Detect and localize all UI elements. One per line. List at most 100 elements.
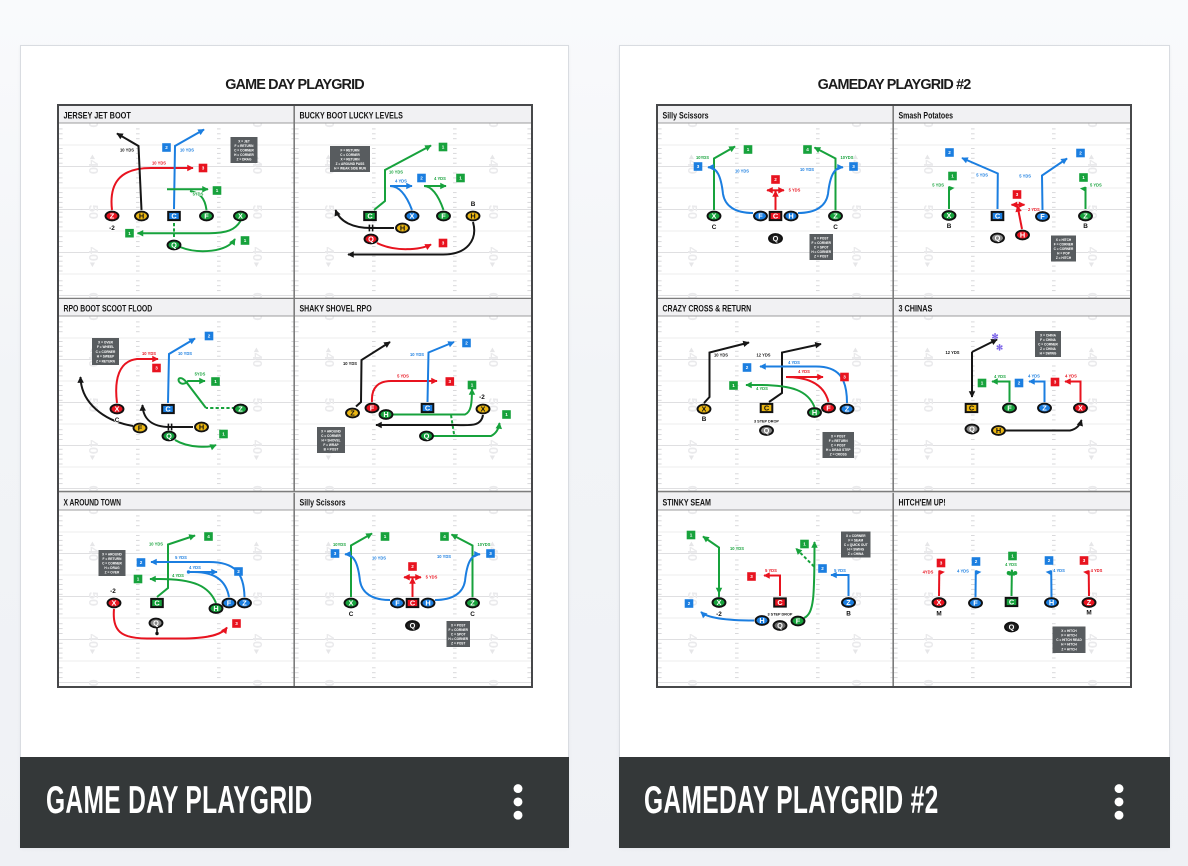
svg-text:Z: Z <box>844 405 849 414</box>
svg-text:1: 1 <box>951 174 954 179</box>
svg-text:2: 2 <box>745 366 748 371</box>
svg-text:F: F <box>227 598 232 607</box>
svg-text:4: 4 <box>207 534 210 539</box>
svg-text:F = CHINA: F = CHINA <box>1040 338 1056 342</box>
svg-text:3: 3 <box>155 366 158 371</box>
svg-text:X = CHINA: X = CHINA <box>1040 334 1057 338</box>
svg-text:Z = DRAG: Z = DRAG <box>237 157 252 161</box>
svg-text:4 YDS: 4 YDS <box>172 573 184 578</box>
svg-text:Q: Q <box>994 234 1000 243</box>
svg-text:10 YDS: 10 YDS <box>410 352 424 357</box>
svg-text:X = CORNER: X = CORNER <box>845 534 865 538</box>
svg-text:5 YDS: 5 YDS <box>175 555 187 560</box>
svg-text:3 STEP DROP: 3 STEP DROP <box>767 612 792 616</box>
svg-text:10 YDS: 10 YDS <box>800 167 814 172</box>
svg-text:X AROUND TOWN: X AROUND TOWN <box>64 497 122 508</box>
svg-text:2: 2 <box>774 177 777 182</box>
svg-text:Z: Z <box>846 598 851 607</box>
svg-text:Z = POST: Z = POST <box>451 641 465 645</box>
svg-text:10 YDS: 10 YDS <box>142 351 156 356</box>
svg-text:2: 2 <box>237 569 240 574</box>
svg-text:F = CORNER: F = CORNER <box>811 241 831 245</box>
svg-text:H = DRAG STEP: H = DRAG STEP <box>825 448 850 452</box>
svg-text:4 YDS: 4 YDS <box>395 178 407 183</box>
svg-text:✻: ✻ <box>991 332 998 342</box>
svg-text:H = HITCH: H = HITCH <box>1061 642 1077 646</box>
svg-text:X = HITCH: X = HITCH <box>1061 629 1077 633</box>
svg-text:2: 2 <box>1017 381 1020 386</box>
svg-text:4 YDS: 4 YDS <box>434 176 446 181</box>
svg-text:C: C <box>772 212 778 221</box>
svg-text:-2: -2 <box>479 394 485 401</box>
svg-text:4 YDS: 4 YDS <box>189 564 201 569</box>
svg-text:4YDS: 4YDS <box>922 569 933 574</box>
svg-text:C: C <box>425 404 431 413</box>
svg-text:C = CORNER: C = CORNER <box>102 561 122 565</box>
svg-text:3 CHINAS: 3 CHINAS <box>898 304 932 315</box>
svg-text:10 YDS: 10 YDS <box>343 361 357 366</box>
svg-text:H: H <box>199 423 204 432</box>
svg-text:X = POST: X = POST <box>814 236 828 240</box>
svg-text:Silly Scissors: Silly Scissors <box>662 110 708 121</box>
svg-text:H: H <box>759 616 764 625</box>
svg-text:H: H <box>470 212 475 221</box>
svg-text:3 STEP DROP: 3 STEP DROP <box>754 420 779 424</box>
svg-text:H: H <box>213 604 218 613</box>
svg-text:C = POST: C = POST <box>830 444 845 448</box>
svg-text:H = WEAK SIDE RUN: H = WEAK SIDE RUN <box>334 166 366 170</box>
svg-text:Q: Q <box>171 241 177 250</box>
svg-text:2: 2 <box>411 564 414 569</box>
svg-text:F: F <box>204 212 209 221</box>
svg-text:Z: Z <box>470 598 475 607</box>
svg-text:F: F <box>1040 212 1045 221</box>
svg-text:10 YDS: 10 YDS <box>389 169 403 174</box>
svg-text:4 YDS: 4 YDS <box>1005 562 1017 567</box>
svg-text:2: 2 <box>465 341 468 346</box>
svg-text:F: F <box>758 212 763 221</box>
svg-text:B: B <box>946 223 951 230</box>
svg-text:2: 2 <box>821 566 824 571</box>
svg-text:4 YDS: 4 YDS <box>994 374 1006 379</box>
svg-text:SHAKY SHOVEL RPO: SHAKY SHOVEL RPO <box>300 304 373 315</box>
svg-text:10 YDS: 10 YDS <box>730 546 744 551</box>
svg-text:B: B <box>846 610 851 617</box>
svg-text:3: 3 <box>750 574 753 579</box>
svg-text:4 YDS: 4 YDS <box>1028 374 1040 379</box>
svg-text:H = SHOVEL: H = SHOVEL <box>321 439 340 443</box>
svg-text:C = SPOT: C = SPOT <box>813 245 828 249</box>
svg-text:-2: -2 <box>110 588 116 595</box>
svg-text:C = CORNER: C = CORNER <box>1038 343 1058 347</box>
svg-text:5YDS: 5YDS <box>193 191 204 196</box>
svg-text:Q: Q <box>772 234 778 243</box>
svg-text:2: 2 <box>140 560 143 565</box>
svg-text:Z = OVER: Z = OVER <box>105 570 120 574</box>
svg-text:5 YDS: 5 YDS <box>788 187 800 192</box>
svg-text:H = SWING: H = SWING <box>847 547 864 551</box>
svg-text:Z: Z <box>110 212 115 221</box>
svg-text:Q: Q <box>969 425 975 434</box>
svg-text:3: 3 <box>696 164 699 169</box>
svg-text:10 YDS: 10 YDS <box>180 147 194 152</box>
svg-text:1: 1 <box>244 238 247 243</box>
svg-text:H = CORNER: H = CORNER <box>234 153 254 157</box>
svg-text:10YDS: 10YDS <box>696 155 709 160</box>
svg-text:H = SWING: H = SWING <box>1039 352 1056 356</box>
svg-text:10YDS: 10YDS <box>478 542 491 547</box>
svg-text:4 YDS: 4 YDS <box>957 568 969 573</box>
svg-text:M: M <box>936 610 941 617</box>
svg-text:Z: Z <box>833 212 838 221</box>
svg-text:H: H <box>788 212 793 221</box>
svg-text:H: H <box>1048 598 1053 607</box>
svg-text:F: F <box>441 212 446 221</box>
svg-text:1: 1 <box>732 384 735 389</box>
svg-text:2: 2 <box>208 334 211 339</box>
svg-text:C: C <box>711 224 716 231</box>
svg-text:Q: Q <box>410 621 416 630</box>
svg-text:X = POST: X = POST <box>831 435 845 439</box>
svg-text:3: 3 <box>334 551 337 556</box>
svg-text:3: 3 <box>202 166 205 171</box>
svg-text:C: C <box>777 598 783 607</box>
svg-text:10YDS: 10YDS <box>333 542 346 547</box>
svg-text:4 YDS: 4 YDS <box>756 386 768 391</box>
svg-text:F = HITCH: F = HITCH <box>1061 633 1077 637</box>
